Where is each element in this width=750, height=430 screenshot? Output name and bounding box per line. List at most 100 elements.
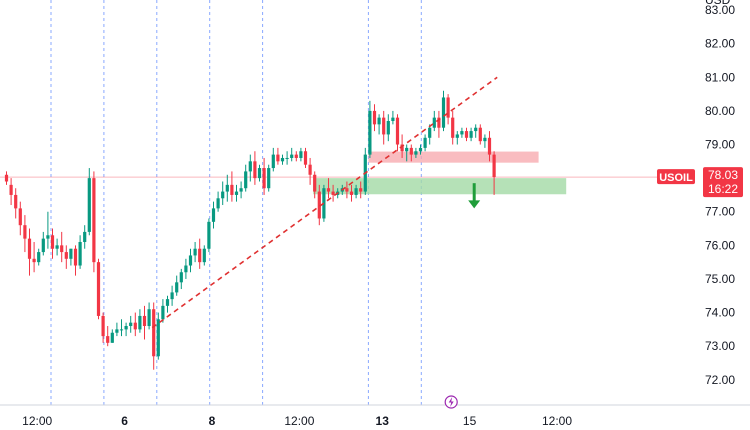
candle [207, 218, 211, 253]
candle [18, 201, 22, 236]
down-arrow-group [468, 183, 481, 209]
candle-body [414, 151, 418, 155]
candle [257, 164, 262, 182]
candle-body [92, 178, 96, 263]
candle [303, 147, 308, 169]
candle [464, 127, 469, 142]
candle-body [41, 238, 45, 253]
candle [73, 245, 78, 276]
candle [391, 110, 395, 125]
candle-body [437, 117, 441, 128]
candle-body [460, 131, 464, 135]
candle-body [487, 137, 492, 155]
candle-body [170, 292, 174, 300]
candle [359, 181, 363, 199]
candle-body [359, 188, 363, 192]
candle [276, 147, 280, 165]
candle-body [377, 117, 381, 125]
candle-body [391, 117, 395, 121]
candle-body [55, 245, 59, 249]
price-tick-label: 75.00 [705, 272, 735, 286]
candle-body [9, 184, 13, 195]
time-tick-label: 13 [376, 414, 390, 428]
symbol-label: USOIL [659, 172, 693, 184]
candle-body [248, 161, 252, 172]
candle [423, 134, 427, 152]
candle [179, 268, 183, 290]
candle-body [290, 154, 294, 158]
time-tick-label: 12:00 [22, 414, 52, 428]
candle-body [234, 191, 239, 195]
candle-body [184, 265, 188, 273]
candle [221, 181, 225, 206]
candle [69, 248, 73, 266]
candle-body [119, 329, 124, 331]
support-zone[interactable] [313, 178, 567, 195]
candle [161, 299, 165, 323]
candle-body [331, 191, 335, 195]
candle-body [349, 191, 354, 195]
candle [147, 302, 151, 330]
price-axis[interactable]: 83.00 82.00 81.00 80.00 79.00 77.00 76.00 75.00… [705, 0, 735, 387]
candle-body [382, 117, 386, 135]
candle [345, 181, 349, 199]
candle [41, 231, 45, 256]
candle-body [280, 157, 285, 162]
candle-body [175, 282, 179, 293]
candle-body [326, 188, 331, 192]
candle [441, 90, 446, 132]
candle-body [368, 110, 372, 155]
candle-body [27, 238, 32, 259]
candle-body [87, 178, 91, 232]
rising-trendline[interactable] [151, 76, 498, 329]
candle-body [165, 299, 170, 306]
candle-body [308, 164, 312, 175]
candle [101, 312, 105, 343]
candle-body [446, 97, 450, 118]
candle [124, 322, 128, 337]
price-tick-label: 74.00 [705, 306, 735, 320]
symbol-badge [657, 169, 695, 185]
trendline-group[interactable] [151, 76, 498, 329]
candle [271, 147, 275, 172]
candle [87, 168, 91, 236]
price-tick-label: 76.00 [705, 238, 735, 252]
candle [455, 131, 459, 145]
time-tick-label: 12:00 [284, 414, 314, 428]
candle [4, 171, 9, 185]
time-tick-label: 12:00 [542, 414, 572, 428]
candle-body [37, 252, 41, 263]
candle-body [225, 184, 229, 192]
candle [193, 241, 197, 263]
bar-countdown: 16:22 [708, 182, 738, 196]
candle-body [147, 309, 151, 327]
price-tick-label: 77.00 [705, 205, 735, 219]
candle [133, 312, 137, 337]
candle [110, 329, 114, 343]
candle [170, 285, 174, 306]
candle-body [400, 144, 404, 152]
candle-body [322, 188, 326, 219]
candle-body [96, 262, 101, 316]
candle [331, 184, 335, 202]
candle [474, 124, 478, 138]
candle-body [267, 168, 271, 189]
candle [244, 164, 248, 192]
candle [234, 184, 239, 202]
candle-body [152, 309, 156, 357]
time-axis[interactable]: 12:00 6 8 12:00 13 15 12:00 [0, 404, 750, 428]
candle [64, 245, 68, 269]
candle [386, 114, 390, 142]
event-marker-group[interactable] [444, 395, 458, 409]
candle [239, 181, 243, 199]
candle-body [83, 231, 87, 242]
candle [418, 144, 423, 155]
candle-body [115, 329, 119, 333]
candle [46, 211, 50, 249]
candle [175, 275, 179, 296]
day-separators [50, 0, 422, 405]
resistance-zone[interactable] [368, 151, 539, 163]
candle-body [4, 174, 9, 182]
